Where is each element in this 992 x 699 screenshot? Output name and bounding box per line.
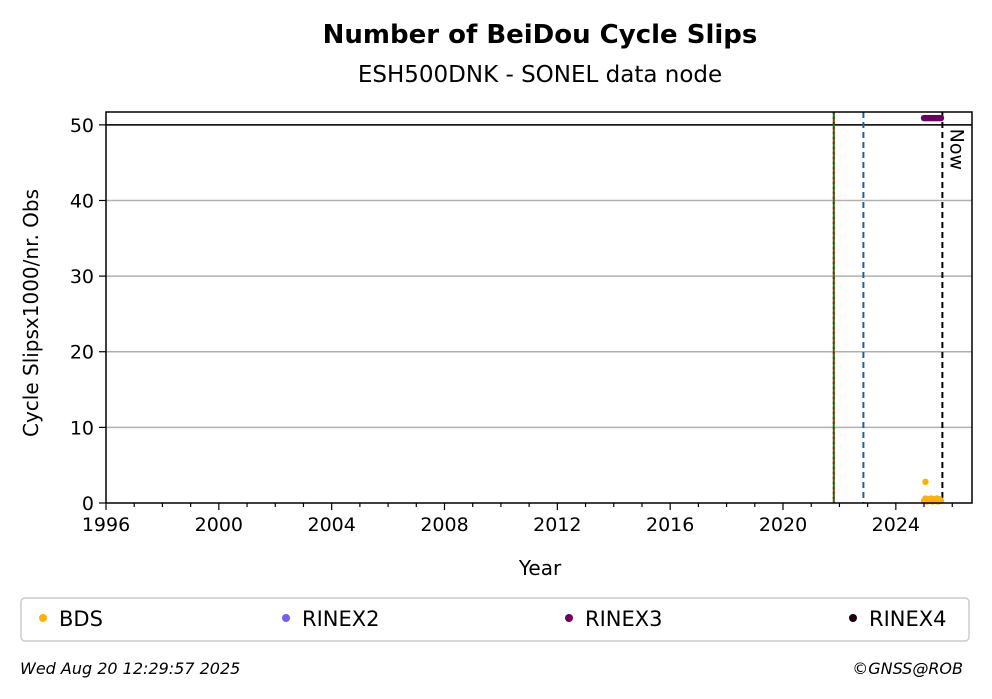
legend-label: RINEX2 <box>302 607 380 631</box>
now-label: Now <box>945 129 967 170</box>
footer-credit: ©GNSS@ROB <box>852 659 963 678</box>
y-tick-label: 20 <box>70 342 94 364</box>
y-tick-label: 50 <box>70 115 94 137</box>
legend-label: RINEX3 <box>585 607 663 631</box>
data-point-rinex3 <box>937 114 945 122</box>
legend-label: BDS <box>59 607 103 631</box>
chart-title: Number of BeiDou Cycle Slips <box>323 20 758 50</box>
data-point-bds <box>922 478 929 486</box>
legend-marker <box>282 614 290 622</box>
legend-marker <box>565 614 573 622</box>
x-tick-label: 2004 <box>307 514 355 536</box>
chart-subtitle: ESH500DNK - SONEL data node <box>358 62 722 88</box>
x-tick-label: 2008 <box>420 514 468 536</box>
plot-area-frame <box>105 111 973 504</box>
x-axis: 1996 2000 2004 2008 2012 2016 2020 2024 <box>82 503 953 536</box>
reference-lines: Now <box>106 112 972 503</box>
x-tick-label: 2000 <box>195 514 243 536</box>
y-tick-label: 0 <box>82 493 94 515</box>
x-tick-label: 2020 <box>759 514 807 536</box>
legend: BDS RINEX2 RINEX3 RINEX4 <box>20 597 970 642</box>
x-tick-label: 2024 <box>872 514 920 536</box>
x-tick-label: 2012 <box>533 514 581 536</box>
y-tick-label: 30 <box>70 266 94 288</box>
y-tick-label: 10 <box>70 417 94 439</box>
legend-marker <box>39 614 47 622</box>
x-tick-label: 2016 <box>646 514 694 536</box>
legend-frame <box>20 597 970 642</box>
y-axis: 0 10 20 30 40 50 <box>70 115 106 515</box>
y-tick-label: 40 <box>70 190 94 212</box>
legend-label: RINEX4 <box>869 607 947 631</box>
grid-lines <box>106 124 972 429</box>
x-tick-label: 1996 <box>82 514 130 536</box>
legend-marker <box>849 614 857 622</box>
y-axis-label: Cycle Slipsx1000/nr. Obs <box>19 189 43 437</box>
x-axis-label: Year <box>518 556 562 580</box>
footer-timestamp: Wed Aug 20 12:29:57 2025 <box>20 659 240 678</box>
data-points <box>920 114 945 505</box>
